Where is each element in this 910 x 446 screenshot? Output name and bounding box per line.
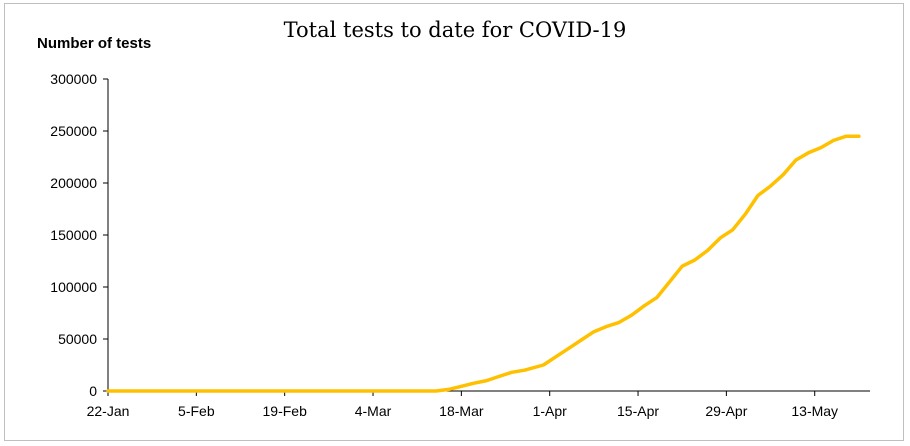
y-tick-label: 50000 [58,331,97,347]
x-tick-label: 13-May [791,403,838,419]
x-tick-label: 1-Apr [533,403,568,419]
y-tick-label: 200000 [50,175,97,191]
x-tick-label: 29-Apr [705,403,747,419]
x-tick-label: 5-Feb [178,403,215,419]
y-tick-label: 300000 [50,71,97,87]
y-tick-label: 150000 [50,227,97,243]
chart-frame [4,3,904,441]
chart-title: Total tests to date for COVID-19 [283,18,627,42]
axes [103,78,870,396]
series-group [106,134,861,393]
y-axis-label: Number of tests [37,35,152,52]
y-tick-label: 0 [89,383,97,399]
x-tick-label: 15-Apr [617,403,659,419]
x-tick-label: 19-Feb [263,403,308,419]
y-tick-label: 250000 [50,123,97,139]
x-tick-labels: 22-Jan 5-Feb 19-Feb 4-Mar 18-Mar 1-Apr 15-Apr 2… [87,403,838,419]
x-tick-label: 22-Jan [87,403,130,419]
y-tick-label: 100000 [50,279,97,295]
y-tick-labels: 300000 250000 200000 150000 100000 50000 0 [50,71,97,399]
series-line-1 [106,134,861,393]
x-tick-label: 18-Mar [439,403,484,419]
x-tick-label: 4-Mar [355,403,392,419]
